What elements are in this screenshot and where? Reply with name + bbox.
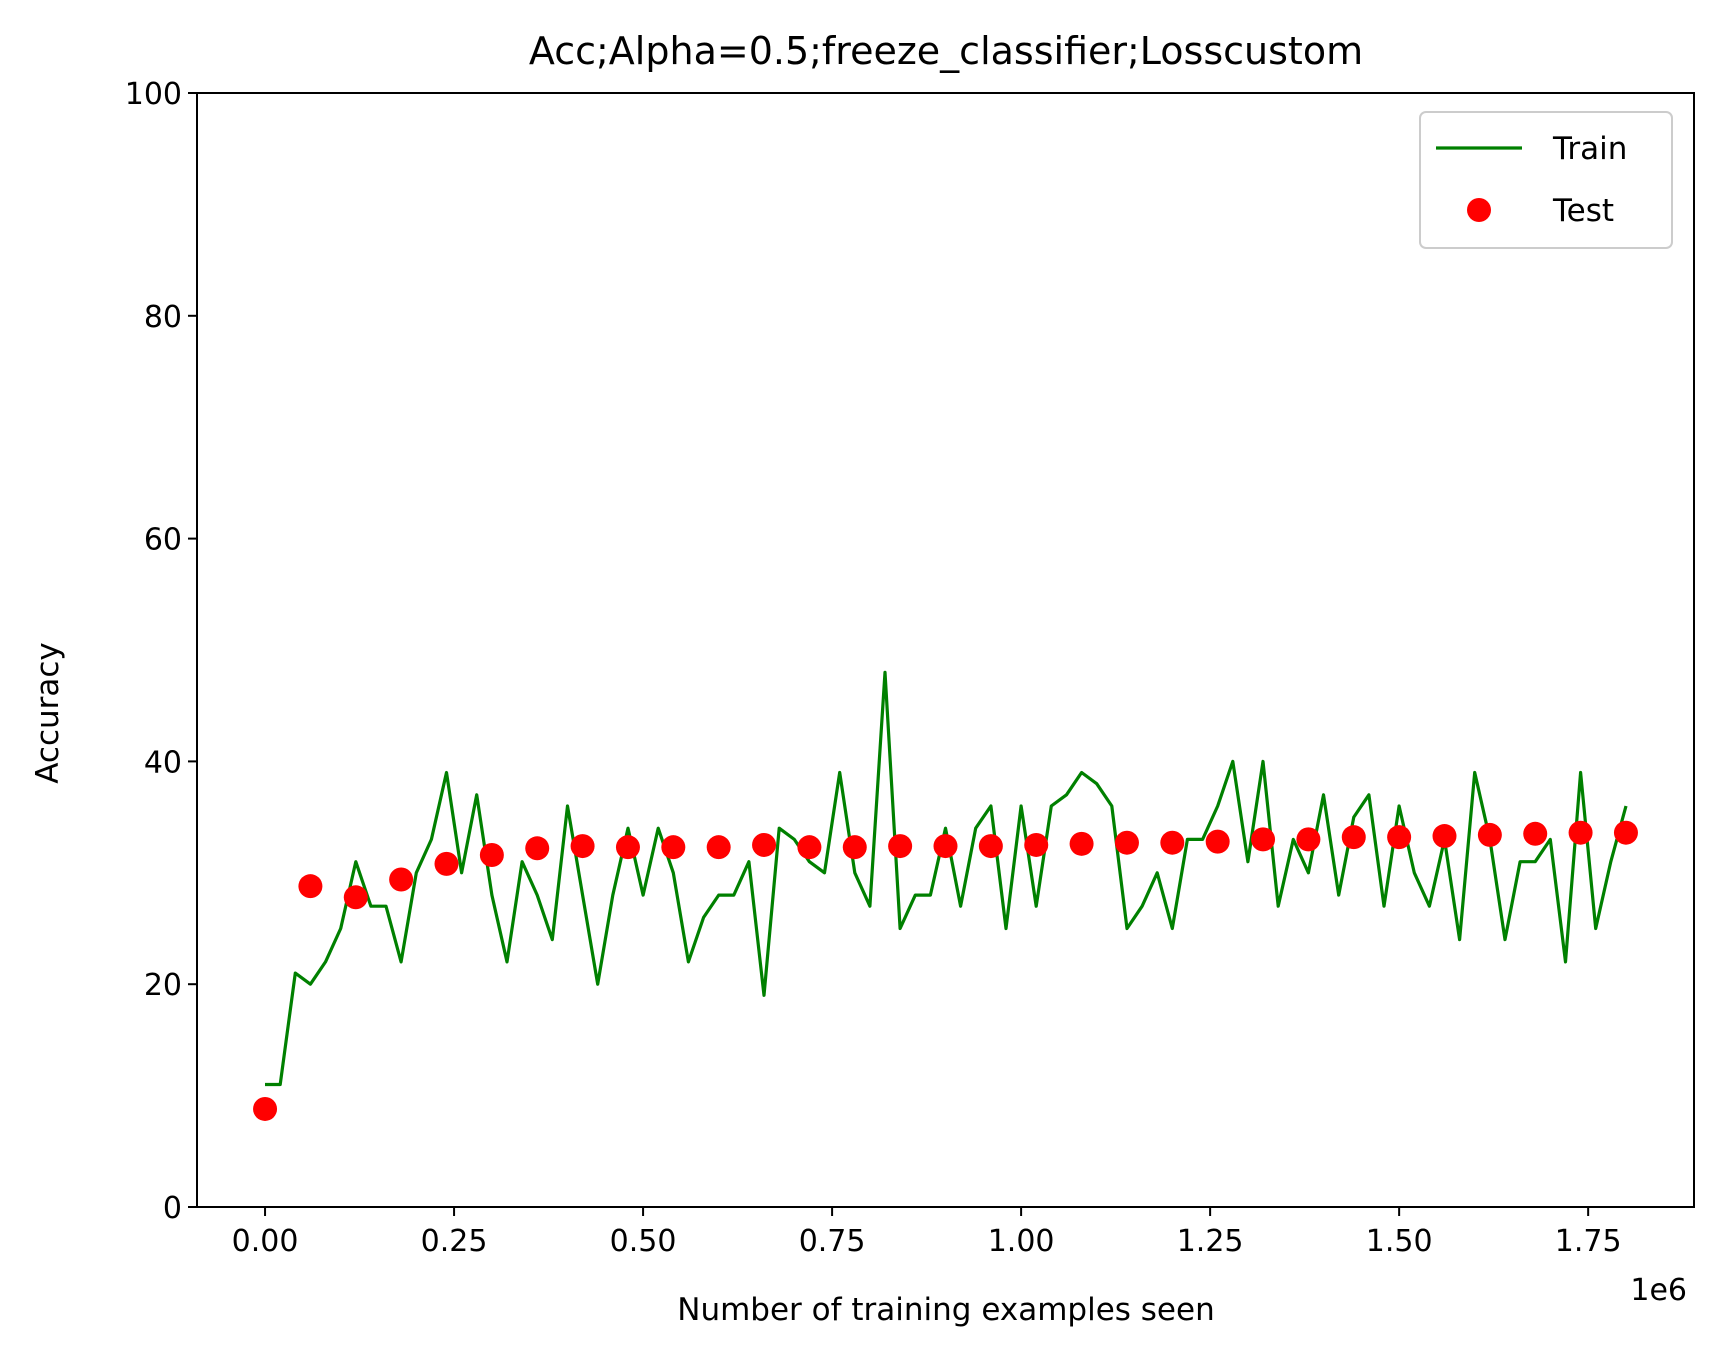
y-tick-label: 40	[144, 745, 182, 780]
test-data-point	[1205, 829, 1230, 854]
test-data-point	[842, 835, 867, 860]
x-axis: 0.00 0.25 0.50 0.75 1.00 1.25 1.50 1.75	[232, 1207, 1622, 1259]
x-tick-label: 1.75	[1555, 1224, 1622, 1259]
test-data-point	[1432, 824, 1457, 849]
y-axis: 0 20 40 60 80 100	[125, 77, 197, 1226]
test-data-point	[1114, 830, 1139, 855]
x-tick-label: 1.50	[1366, 1224, 1433, 1259]
test-data-point	[978, 834, 1003, 859]
test-data-point	[661, 835, 686, 860]
legend-test-swatch	[1467, 198, 1491, 222]
x-axis-label: Number of training examples seen	[677, 1292, 1214, 1328]
test-data-point	[570, 834, 595, 859]
legend-label: Test	[1552, 193, 1614, 229]
x-tick-label: 0.25	[421, 1224, 488, 1259]
test-data-point	[525, 836, 550, 861]
test-data-point	[389, 867, 414, 892]
test-data-point	[479, 842, 504, 867]
y-tick-label: 100	[125, 77, 182, 112]
y-tick-label: 0	[163, 1191, 182, 1226]
test-data-point	[1568, 820, 1593, 845]
test-data-point	[343, 885, 368, 910]
test-data-point	[1296, 827, 1321, 852]
legend: Train Test	[1419, 111, 1673, 249]
x-tick-label: 1.25	[1177, 1224, 1244, 1259]
test-data-point	[1024, 832, 1049, 857]
test-data-point	[253, 1096, 278, 1121]
test-data-point	[298, 874, 323, 899]
test-data-point	[888, 834, 913, 859]
chart-title: Acc;Alpha=0.5;freeze_classifier;Losscust…	[529, 29, 1363, 73]
x-tick-label: 1.00	[988, 1224, 1055, 1259]
test-data-point	[1341, 825, 1366, 850]
x-axis-offset-label: 1e6	[1630, 1273, 1687, 1308]
test-data-point	[1613, 820, 1638, 845]
test-data-point	[1069, 831, 1094, 856]
test-data-point	[1251, 827, 1276, 852]
x-tick-label: 0.00	[232, 1224, 299, 1259]
y-tick-label: 20	[144, 968, 182, 1003]
test-data-point	[797, 835, 822, 860]
plot-frame	[196, 92, 1695, 1208]
test-data-point	[1387, 825, 1412, 850]
test-data-point	[1477, 822, 1502, 847]
test-data-point	[752, 832, 777, 857]
test-data-point	[706, 835, 731, 860]
test-data-point	[615, 835, 640, 860]
legend-box	[1419, 111, 1673, 249]
test-data-point	[434, 851, 459, 876]
x-tick-label: 0.50	[610, 1224, 677, 1259]
test-data-point	[933, 834, 958, 859]
test-data-point	[1160, 830, 1185, 855]
x-tick-label: 0.75	[799, 1224, 866, 1259]
train-series-line	[265, 670, 1628, 1087]
y-tick-label: 80	[144, 300, 182, 335]
y-tick-label: 60	[144, 523, 182, 558]
legend-label: Train	[1552, 131, 1627, 167]
test-data-point	[1523, 821, 1548, 846]
plot-area	[253, 670, 1638, 1121]
y-axis-label: Accuracy	[30, 642, 66, 784]
